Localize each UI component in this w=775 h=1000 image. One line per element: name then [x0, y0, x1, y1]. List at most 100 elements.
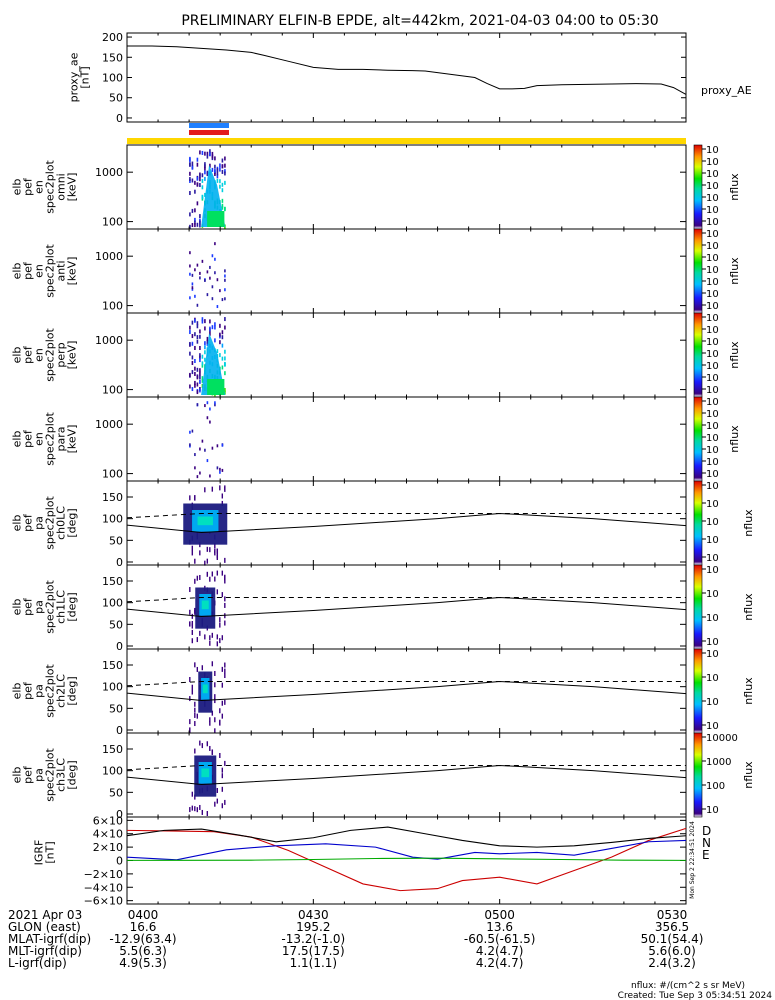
y-axis-label-line: spec2plot [44, 160, 57, 214]
pa-pixel [216, 634, 219, 640]
spectrogram-pixel [204, 151, 206, 156]
colorbar-tick-label: 102 [706, 205, 719, 216]
colorbar-tick-label: 104 [706, 265, 719, 276]
spectrogram-pixel [201, 376, 204, 381]
pa-pixel [201, 665, 204, 671]
pa-pixel [221, 635, 224, 641]
pa-pixel [211, 486, 214, 492]
pa-pixel [221, 500, 224, 506]
pa-pixel [219, 638, 221, 644]
spectrogram-pixel [191, 223, 194, 228]
orbit-row-label: 2021 Apr 03 [8, 908, 82, 922]
spectrogram-pixel [216, 466, 219, 470]
pa-center [202, 684, 208, 694]
pa-pixel [191, 550, 194, 556]
colorbar-tick-label: 10 [706, 805, 719, 816]
pa-pixel [214, 576, 216, 582]
anti-loss-cone-line [126, 680, 686, 687]
spectrogram-pixel [194, 453, 196, 457]
orbit-row-label: MLT-igrf(dip) [8, 944, 82, 958]
colorbar-tick-label: 102 [706, 373, 719, 384]
colorbar-tick-label: 104 [706, 673, 719, 684]
spectrogram-pixel [199, 276, 201, 280]
spectrogram-pixel [221, 188, 224, 193]
spectrogram-pixel [201, 378, 204, 383]
colorbar-label: nflux [728, 173, 741, 201]
y-axis-label-line: pef [22, 345, 35, 364]
pa-pixel [199, 574, 201, 580]
spectrogram-pixel [219, 179, 221, 184]
colorbar-tick-label: 105 [706, 253, 719, 264]
spectrogram-pixel [219, 340, 221, 345]
igrf-series-total [126, 826, 687, 848]
spectrogram-pixel [201, 173, 204, 178]
spectrogram-pixel [189, 443, 191, 447]
spectrogram-pixel [199, 371, 201, 376]
pa-pixel [214, 801, 216, 807]
igrf-legend-n: N [702, 836, 711, 850]
pa-pixel [209, 745, 211, 751]
spectrogram-pixel [196, 321, 199, 326]
pa-pixel [214, 543, 216, 549]
spectrogram-pixel [191, 165, 194, 170]
spectrogram-pixel [221, 198, 224, 203]
spectrogram-pixel [189, 351, 191, 356]
spectrogram-pixel [214, 164, 216, 169]
pa-pixel [189, 495, 191, 501]
spectrogram-pixel [201, 195, 204, 200]
colorbar-tick-label: 107 [706, 313, 719, 324]
pitch-angle-colorbar [693, 480, 703, 566]
y-axis-label-line: pa [33, 600, 46, 614]
spectrogram-pixel [189, 191, 191, 196]
y-tick-label: 100 [102, 72, 123, 85]
pa-pixel [194, 609, 196, 615]
spectrogram-pixel [204, 164, 206, 169]
pa-pixel [194, 721, 196, 727]
spectrogram-pixel [189, 162, 191, 167]
pa-pixel [191, 621, 194, 627]
y-axis-label-line: spec2plot [44, 664, 57, 718]
pa-pixel [196, 713, 199, 719]
pa-pixel [191, 689, 194, 695]
y-axis-label-line: [deg] [66, 676, 79, 705]
spectrogram-pixel [194, 268, 196, 272]
y-tick-label: 150 [102, 659, 123, 672]
pa-center [201, 600, 209, 610]
pa-pixel [224, 602, 226, 608]
pa-pixel [216, 570, 219, 576]
orbit-row-value: 0500 [484, 908, 515, 922]
spectrogram-pixel [219, 353, 221, 358]
pa-pixel [201, 809, 204, 815]
pa-pixel [201, 743, 204, 749]
spectrogram-pixel [219, 289, 221, 293]
igrf-series-n [126, 839, 687, 861]
pa-center [201, 768, 210, 778]
spectrogram-pixel [204, 319, 206, 324]
y-tick-label: 100 [102, 681, 123, 694]
spectrogram-pixel [189, 330, 191, 335]
spectrogram-pixel [196, 222, 199, 227]
y-axis-label-line: [deg] [66, 508, 79, 537]
spectrogram-pixel [194, 359, 196, 364]
spectrogram-pixel [206, 154, 209, 159]
pa-pixel [189, 807, 191, 813]
y-tick-label: −6×104 [84, 895, 123, 908]
spectrogram-pixel [209, 163, 211, 168]
y-tick-label: 0 [116, 112, 123, 125]
pitch-angle-colorbar [693, 648, 703, 734]
pa-pixel [199, 804, 201, 810]
spectrogram-pixel [196, 201, 199, 206]
y-axis-label-line: anti [55, 260, 68, 281]
y-axis-label-line: elb [11, 347, 24, 364]
igrf-legend-e: E [702, 848, 710, 862]
y-tick-label: 4×104 [93, 828, 123, 841]
spectrogram-pixel [214, 242, 216, 246]
loss-cone-line [126, 680, 687, 702]
colorbar-label: nflux [728, 341, 741, 369]
pa-pixel [221, 592, 224, 598]
y-tick-label: 200 [102, 31, 123, 44]
